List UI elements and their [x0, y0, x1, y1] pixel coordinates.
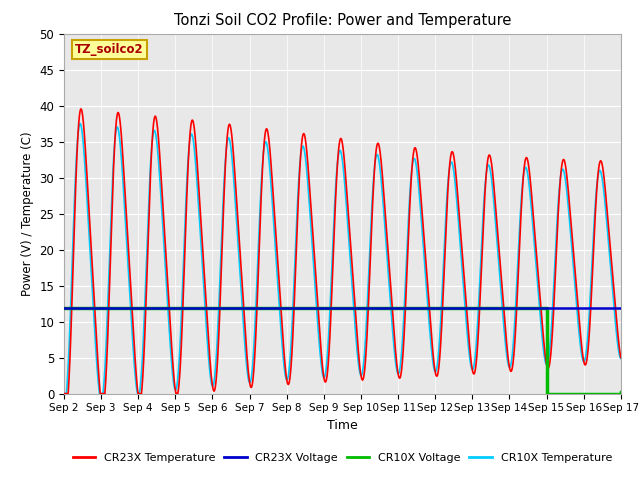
Title: Tonzi Soil CO2 Profile: Power and Temperature: Tonzi Soil CO2 Profile: Power and Temper…: [173, 13, 511, 28]
X-axis label: Time: Time: [327, 419, 358, 432]
Legend: CR23X Temperature, CR23X Voltage, CR10X Voltage, CR10X Temperature: CR23X Temperature, CR23X Voltage, CR10X …: [68, 448, 616, 467]
Text: TZ_soilco2: TZ_soilco2: [75, 43, 144, 56]
Y-axis label: Power (V) / Temperature (C): Power (V) / Temperature (C): [21, 132, 34, 296]
